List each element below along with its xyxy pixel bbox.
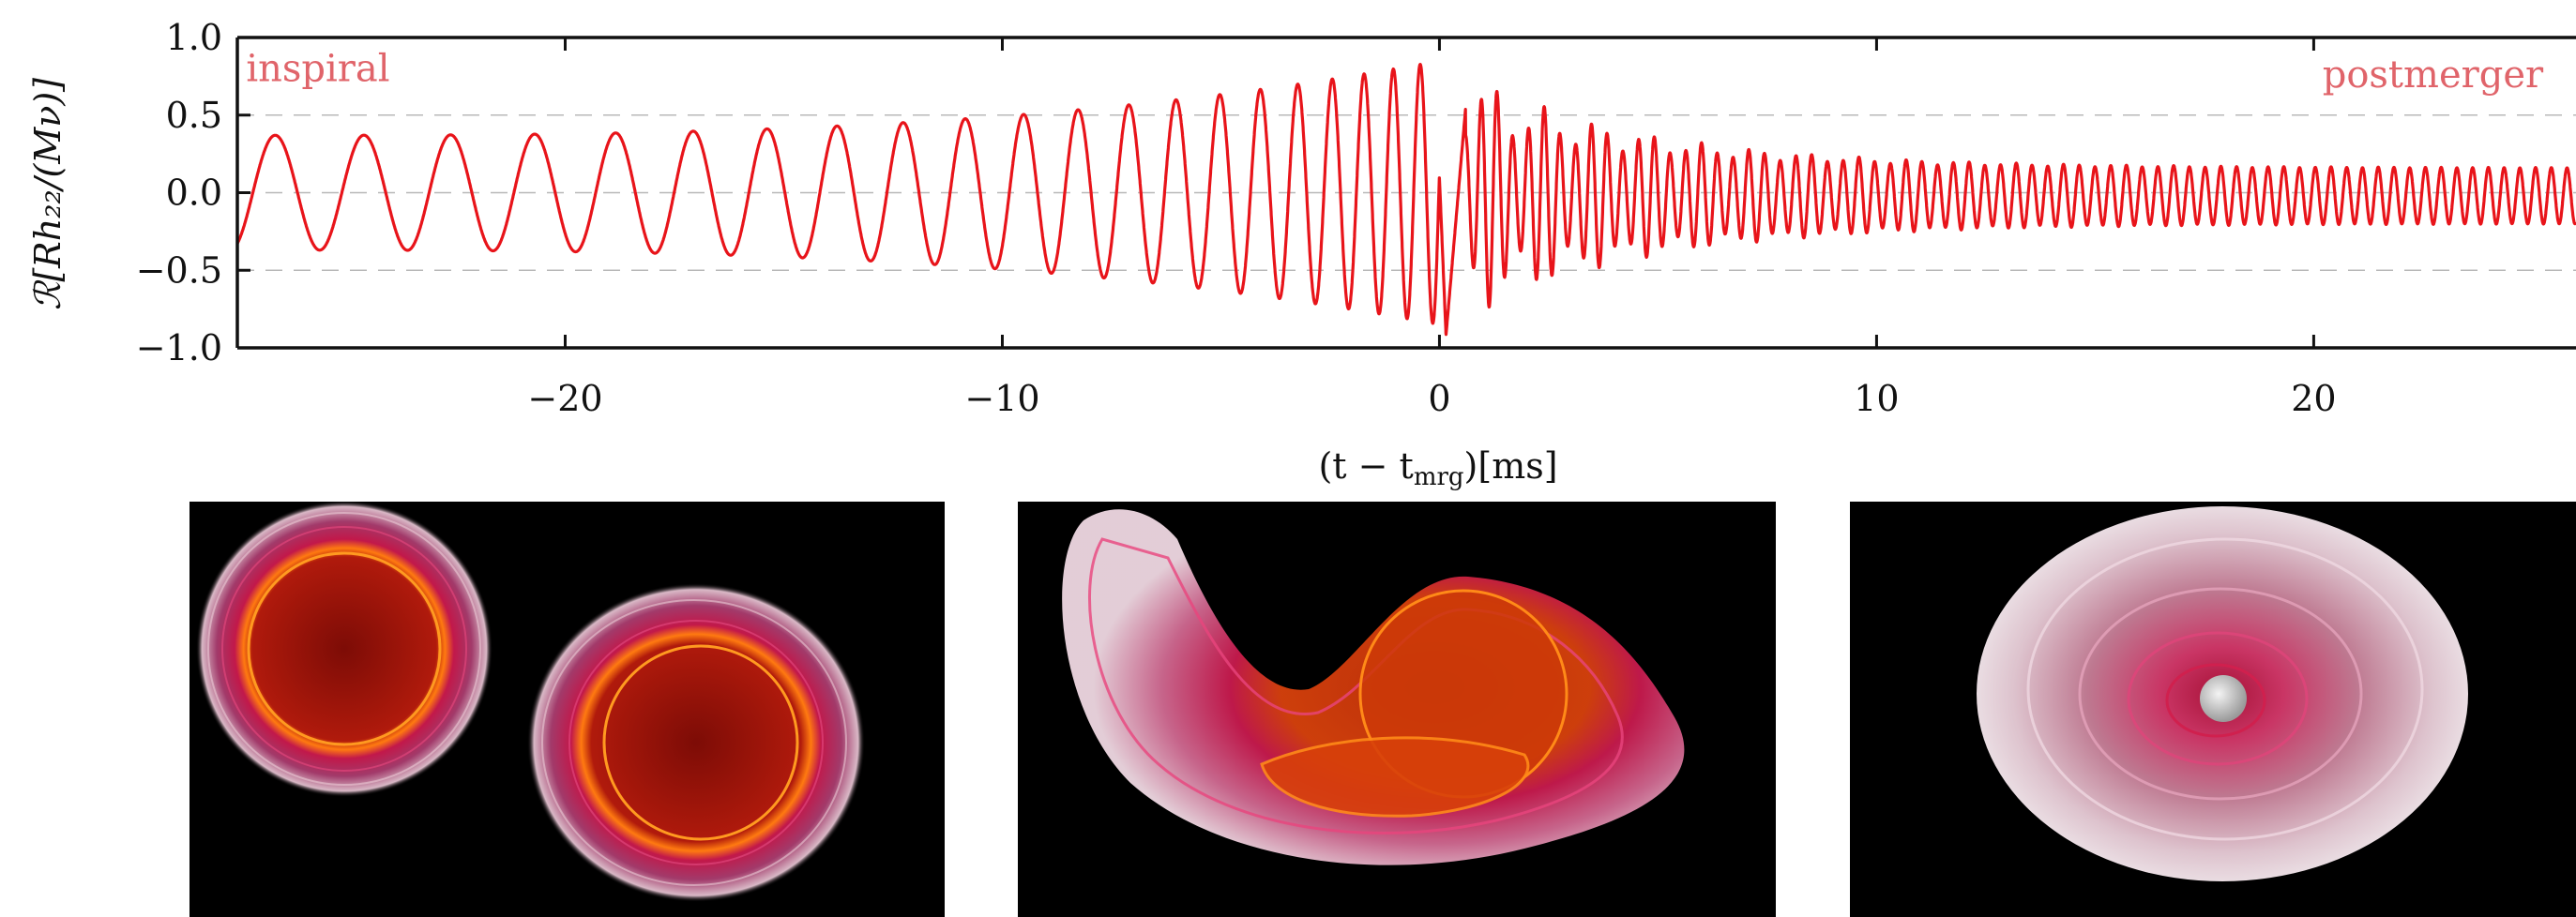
postmerger-annotation: postmerger [2323,53,2544,97]
merging-stars [1062,509,1685,865]
y-tick-label-4: −1.0 [136,327,222,368]
x-tick-label-2: 0 [1428,378,1450,419]
inspiral-snapshot [189,502,945,917]
x-tick-label-4: 20 [2291,378,2336,419]
y-tick-label-0: 1.0 [166,17,222,58]
merger-snapshot [1018,502,1776,917]
y-axis-ticks: 1.0 0.5 0.0 −0.5 −1.0 [136,17,250,368]
x-tick-label-0: −20 [527,378,602,419]
x-tick-label-1: −10 [964,378,1039,419]
y-tick-label-3: −0.5 [136,249,222,291]
x-axis-title: (t − tmrg)[ms] [1318,445,1557,491]
y-axis-title: ℛ[Rh₂₂/(Mν)] [27,78,68,310]
waveform-line [237,63,2576,337]
x-tick-label-3: 10 [1854,378,1899,419]
neutron-star-right [527,583,865,902]
remnant-disk [1977,506,2468,881]
postmerger-snapshot [1850,502,2576,917]
y-tick-label-1: 0.5 [166,95,222,136]
neutron-star-left [196,502,492,797]
y-tick-label-2: 0.0 [166,173,222,214]
x-axis-ticks: −20 −10 0 10 20 [527,38,2337,419]
inspiral-annotation: inspiral [246,47,389,90]
